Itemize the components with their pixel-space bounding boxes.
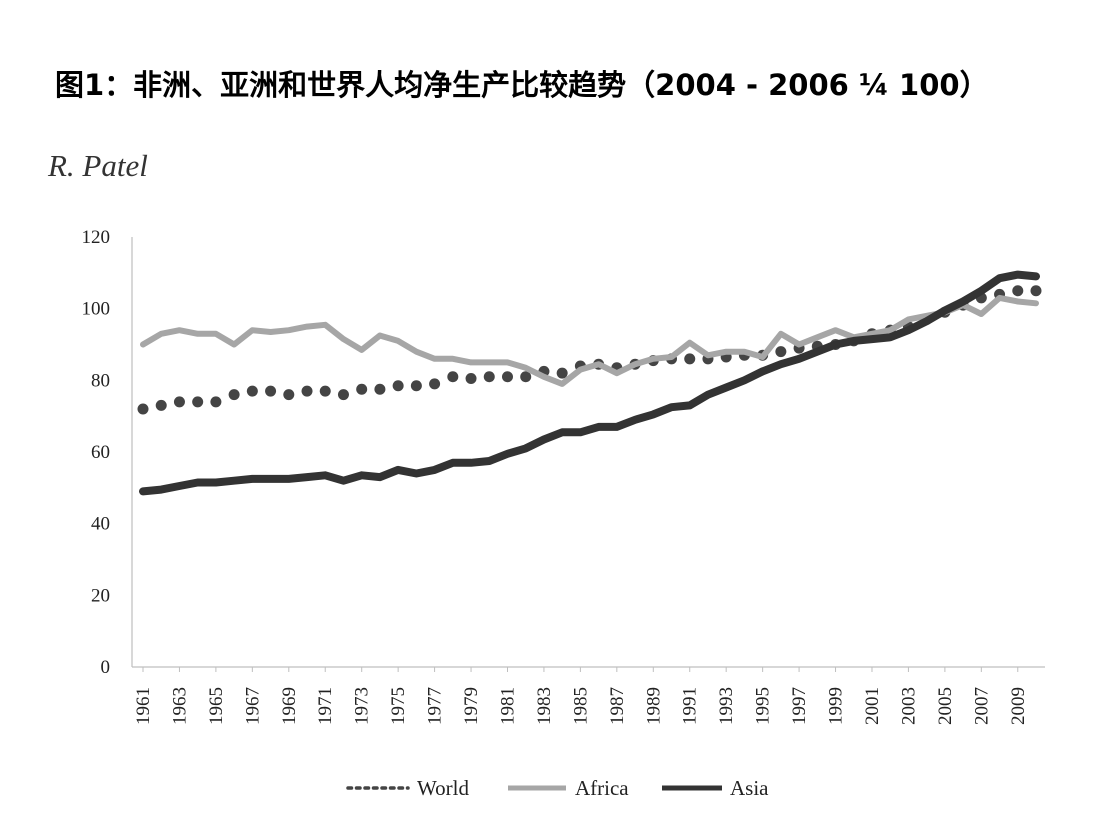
- series-asia-line: [139, 270, 1040, 496]
- series-world-point: [447, 371, 459, 383]
- legend-label-africa: Africa: [575, 776, 629, 800]
- y-tick-label: 120: [82, 227, 111, 248]
- series-world-point: [192, 396, 204, 408]
- series-world-point: [556, 367, 568, 379]
- x-tick-label: 1973: [352, 687, 373, 725]
- series-world-point: [374, 383, 386, 395]
- x-tick-label: 1997: [789, 687, 810, 725]
- x-tick-label: 1971: [315, 687, 336, 725]
- series-world: [137, 285, 1042, 415]
- x-tick-label: 1985: [570, 687, 591, 725]
- series-world-point: [173, 396, 185, 408]
- chart-legend: World Africa Asia: [346, 776, 769, 800]
- x-tick-label: 1975: [388, 687, 409, 725]
- x-tick-label: 1977: [425, 687, 446, 725]
- x-tick-label: 1965: [206, 687, 227, 725]
- x-tick-label: 1995: [753, 687, 774, 725]
- series-world-point: [228, 389, 240, 401]
- author-label: R. Patel: [48, 148, 148, 183]
- x-tick-label: 2005: [935, 687, 956, 725]
- x-tick-label: 1993: [716, 687, 737, 725]
- legend-label-asia: Asia: [730, 776, 769, 800]
- x-tick-label: 1999: [826, 687, 847, 725]
- x-tick-label: 1967: [242, 687, 263, 725]
- y-tick-label: 60: [91, 442, 110, 463]
- x-tick-label: 1981: [497, 687, 518, 725]
- figure-title: 图1：非洲、亚洲和世界人均净生产比较趋势（2004 - 2006 ¼ 100）: [55, 68, 989, 102]
- series-world-point: [1012, 285, 1024, 297]
- x-tick-label: 2003: [898, 687, 919, 725]
- series-world-point: [520, 371, 532, 383]
- chart-series: [137, 270, 1042, 496]
- chart-axes: 0 20 40 60 80 100 120 1961 1963 1965 1967 1969 1971 1…: [82, 227, 1045, 725]
- series-world-point: [410, 380, 422, 392]
- series-africa-line: [140, 294, 1039, 387]
- x-tick-label: 1979: [461, 687, 482, 725]
- y-tick-label: 80: [91, 370, 110, 391]
- x-tick-label: 1963: [169, 687, 190, 725]
- series-world-point: [465, 373, 477, 385]
- series-world-point: [1030, 285, 1042, 297]
- series-world-point: [210, 396, 222, 408]
- series-world-point: [684, 353, 696, 365]
- series-world-point: [319, 385, 331, 397]
- y-tick-label: 0: [101, 657, 111, 678]
- x-tick-label: 1989: [643, 687, 664, 725]
- x-tick-label: 1961: [133, 687, 154, 725]
- series-world-point: [265, 385, 277, 397]
- series-world-point: [483, 371, 495, 383]
- series-world-point: [775, 346, 787, 358]
- series-world-point: [392, 380, 404, 392]
- x-tick-label: 1983: [534, 687, 555, 725]
- y-tick-label: 20: [91, 585, 110, 606]
- series-world-point: [301, 385, 313, 397]
- x-tick-label: 2007: [971, 687, 992, 725]
- legend-label-world: World: [417, 776, 469, 800]
- series-world-point: [356, 383, 368, 395]
- series-world-point: [155, 399, 167, 411]
- x-tick-label: 1987: [607, 687, 628, 725]
- x-tick-label: 2009: [1008, 687, 1029, 725]
- x-tick-label: 1991: [680, 687, 701, 725]
- x-tick-label: 2001: [862, 687, 883, 725]
- y-tick-label: 40: [91, 514, 110, 535]
- series-world-point: [337, 389, 349, 401]
- x-tick-label: 1969: [279, 687, 300, 725]
- series-world-point: [246, 385, 258, 397]
- series-world-point: [283, 389, 295, 401]
- series-world-point: [501, 371, 513, 383]
- y-tick-label: 100: [82, 299, 111, 320]
- series-world-point: [137, 403, 149, 415]
- series-world-point: [429, 378, 441, 390]
